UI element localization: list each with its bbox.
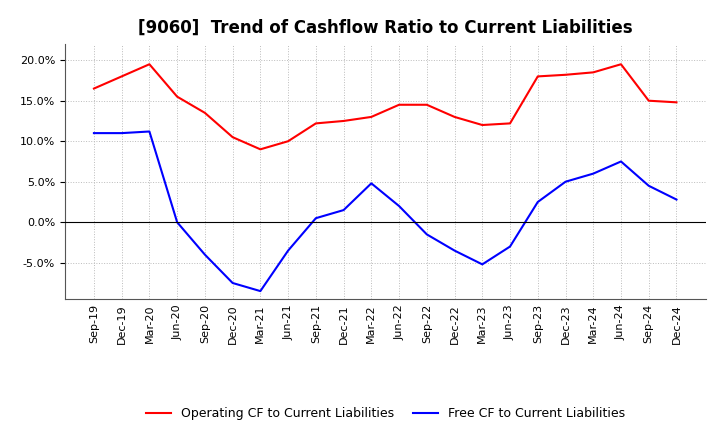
Operating CF to Current Liabilities xyxy=(228,135,237,140)
Operating CF to Current Liabilities xyxy=(201,110,210,116)
Free CF to Current Liabilities xyxy=(589,171,598,176)
Free CF to Current Liabilities xyxy=(117,131,126,136)
Operating CF to Current Liabilities xyxy=(478,122,487,128)
Operating CF to Current Liabilities xyxy=(284,139,292,144)
Free CF to Current Liabilities xyxy=(395,203,403,209)
Free CF to Current Liabilities xyxy=(89,131,98,136)
Free CF to Current Liabilities xyxy=(284,248,292,253)
Line: Operating CF to Current Liabilities: Operating CF to Current Liabilities xyxy=(94,64,677,149)
Free CF to Current Liabilities xyxy=(312,216,320,221)
Operating CF to Current Liabilities xyxy=(256,147,265,152)
Operating CF to Current Liabilities xyxy=(534,74,542,79)
Free CF to Current Liabilities xyxy=(505,244,514,249)
Operating CF to Current Liabilities xyxy=(589,70,598,75)
Operating CF to Current Liabilities xyxy=(312,121,320,126)
Operating CF to Current Liabilities xyxy=(339,118,348,124)
Free CF to Current Liabilities xyxy=(145,129,154,134)
Operating CF to Current Liabilities xyxy=(173,94,181,99)
Free CF to Current Liabilities xyxy=(256,289,265,294)
Line: Free CF to Current Liabilities: Free CF to Current Liabilities xyxy=(94,132,677,291)
Free CF to Current Liabilities xyxy=(367,181,376,186)
Free CF to Current Liabilities xyxy=(201,252,210,257)
Operating CF to Current Liabilities xyxy=(367,114,376,120)
Free CF to Current Liabilities xyxy=(423,232,431,237)
Free CF to Current Liabilities xyxy=(644,183,653,188)
Free CF to Current Liabilities xyxy=(616,159,625,164)
Title: [9060]  Trend of Cashflow Ratio to Current Liabilities: [9060] Trend of Cashflow Ratio to Curren… xyxy=(138,19,632,37)
Operating CF to Current Liabilities xyxy=(505,121,514,126)
Operating CF to Current Liabilities xyxy=(395,102,403,107)
Operating CF to Current Liabilities xyxy=(450,114,459,120)
Operating CF to Current Liabilities xyxy=(89,86,98,91)
Operating CF to Current Liabilities xyxy=(616,62,625,67)
Operating CF to Current Liabilities xyxy=(423,102,431,107)
Free CF to Current Liabilities xyxy=(478,262,487,267)
Free CF to Current Liabilities xyxy=(339,207,348,213)
Operating CF to Current Liabilities xyxy=(672,100,681,105)
Legend: Operating CF to Current Liabilities, Free CF to Current Liabilities: Operating CF to Current Liabilities, Fre… xyxy=(140,403,630,425)
Free CF to Current Liabilities xyxy=(450,248,459,253)
Free CF to Current Liabilities xyxy=(534,199,542,205)
Free CF to Current Liabilities xyxy=(672,197,681,202)
Operating CF to Current Liabilities xyxy=(644,98,653,103)
Free CF to Current Liabilities xyxy=(561,179,570,184)
Operating CF to Current Liabilities xyxy=(561,72,570,77)
Operating CF to Current Liabilities xyxy=(117,74,126,79)
Operating CF to Current Liabilities xyxy=(145,62,154,67)
Free CF to Current Liabilities xyxy=(228,280,237,286)
Free CF to Current Liabilities xyxy=(173,220,181,225)
